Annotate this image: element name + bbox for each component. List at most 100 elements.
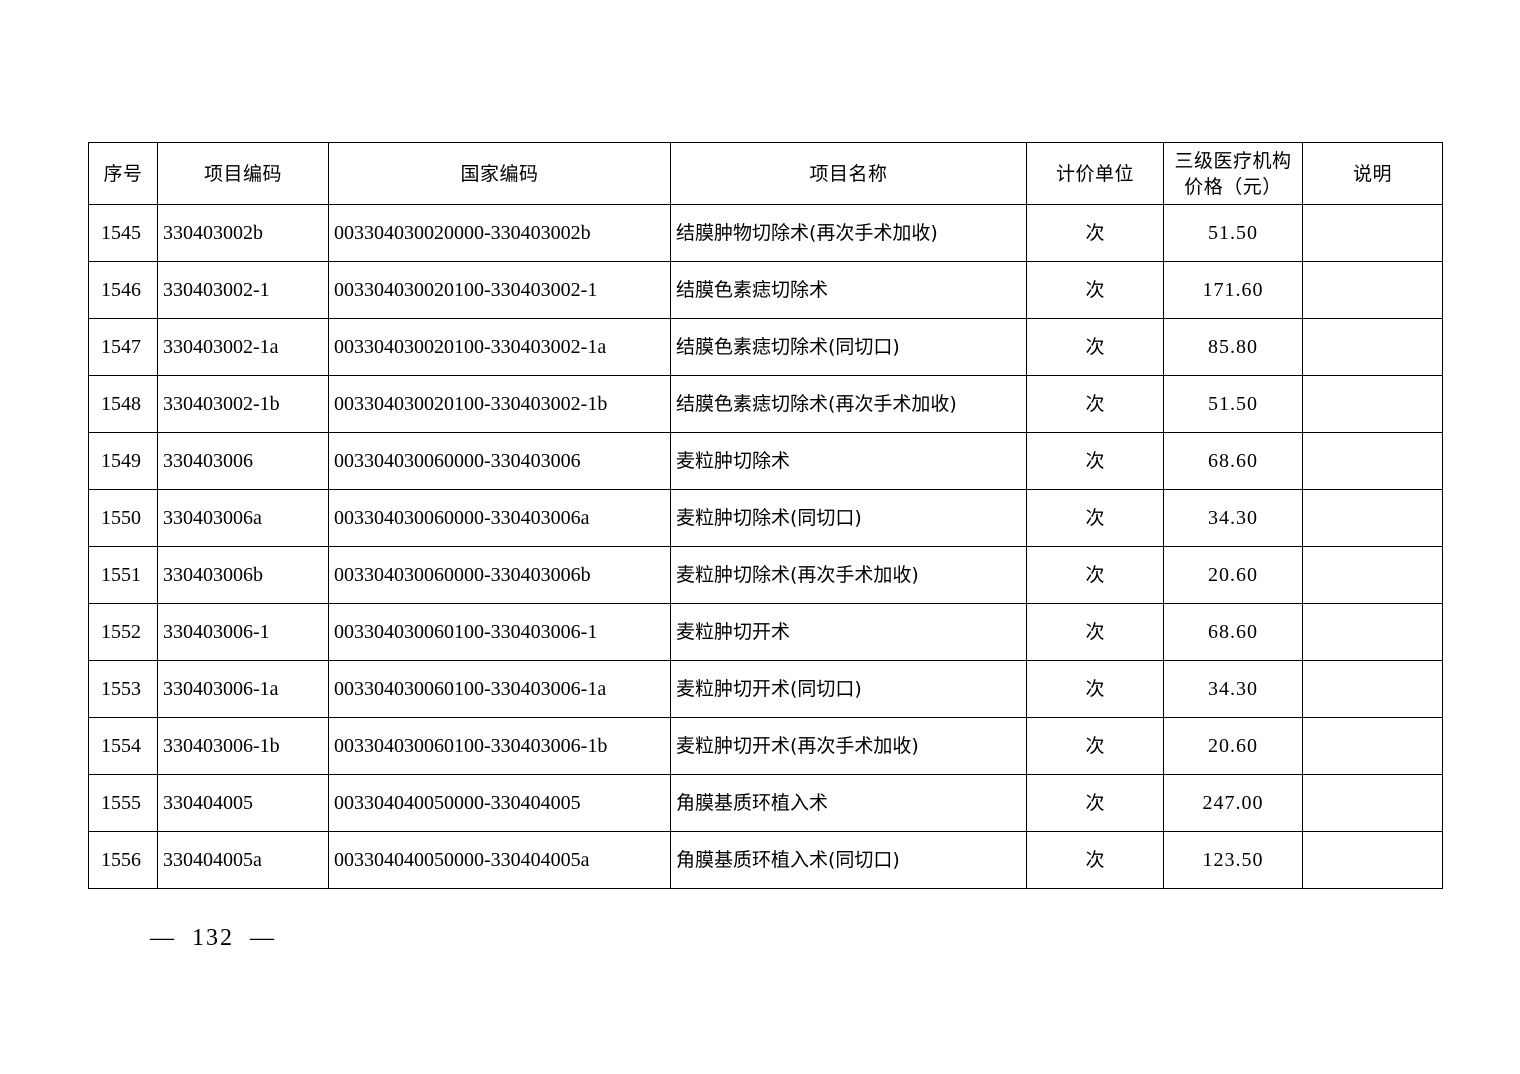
cell-national-code: 003304030060000-330403006a xyxy=(328,489,671,547)
cell-national-code: 003304030060100-330403006-1 xyxy=(328,603,671,661)
cell-note xyxy=(1302,603,1443,661)
cell-seq: 1550 xyxy=(88,489,158,547)
table-row: 1548 330403002-1b 003304030020100-33040300… xyxy=(88,375,1443,433)
cell-national-code: 003304030060100-330403006-1a xyxy=(328,660,671,718)
cell-seq: 1554 xyxy=(88,717,158,775)
column-header-seq: 序号 xyxy=(88,142,158,205)
cell-unit: 次 xyxy=(1026,717,1164,775)
cell-price: 247.00 xyxy=(1163,774,1303,832)
cell-seq: 1551 xyxy=(88,546,158,604)
cell-item-code: 330403002b xyxy=(157,204,329,262)
cell-item-name: 麦粒肿切除术(同切口) xyxy=(670,489,1027,547)
cell-note xyxy=(1302,831,1443,889)
cell-national-code: 003304030020100-330403002-1a xyxy=(328,318,671,376)
cell-item-code: 330403002-1 xyxy=(157,261,329,319)
cell-seq: 1552 xyxy=(88,603,158,661)
column-header-price-line1: 三级医疗机构 xyxy=(1174,149,1292,172)
cell-national-code: 003304040050000-330404005a xyxy=(328,831,671,889)
cell-unit: 次 xyxy=(1026,432,1164,490)
table-row: 1554 330403006-1b 003304030060100-33040300… xyxy=(88,717,1443,775)
cell-seq: 1555 xyxy=(88,774,158,832)
cell-item-name: 麦粒肿切开术 xyxy=(670,603,1027,661)
table-row: 1551 330403006b 003304030060000-330403006b… xyxy=(88,546,1443,604)
column-header-price: 三级医疗机构 价格（元） xyxy=(1163,142,1303,205)
cell-price: 34.30 xyxy=(1163,489,1303,547)
cell-item-name: 麦粒肿切开术(同切口) xyxy=(670,660,1027,718)
cell-item-code: 330403006b xyxy=(157,546,329,604)
cell-national-code: 003304030060100-330403006-1b xyxy=(328,717,671,775)
cell-unit: 次 xyxy=(1026,489,1164,547)
cell-unit: 次 xyxy=(1026,204,1164,262)
cell-item-name: 结膜色素痣切除术(再次手术加收) xyxy=(670,375,1027,433)
cell-price: 20.60 xyxy=(1163,717,1303,775)
cell-national-code: 003304030060000-330403006b xyxy=(328,546,671,604)
cell-item-code: 330403006-1b xyxy=(157,717,329,775)
cell-price: 51.50 xyxy=(1163,375,1303,433)
cell-item-code: 330404005 xyxy=(157,774,329,832)
cell-note xyxy=(1302,546,1443,604)
table-header-row: 序号 项目编码 国家编码 项目名称 计价单位 三级医疗机构 价格（元） 说明 xyxy=(88,142,1443,205)
cell-seq: 1547 xyxy=(88,318,158,376)
table-body: 1545 330403002b 003304030020000-330403002b… xyxy=(88,204,1443,889)
cell-item-code: 330403002-1a xyxy=(157,318,329,376)
cell-national-code: 003304030020100-330403002-1b xyxy=(328,375,671,433)
cell-note xyxy=(1302,774,1443,832)
cell-unit: 次 xyxy=(1026,774,1164,832)
column-header-note: 说明 xyxy=(1302,142,1443,205)
page-number: — 132 — xyxy=(150,925,276,951)
cell-note xyxy=(1302,261,1443,319)
cell-unit: 次 xyxy=(1026,318,1164,376)
cell-seq: 1553 xyxy=(88,660,158,718)
cell-note xyxy=(1302,717,1443,775)
cell-unit: 次 xyxy=(1026,546,1164,604)
cell-price: 171.60 xyxy=(1163,261,1303,319)
table-row: 1555 330404005 003304040050000-330404005 角膜… xyxy=(88,774,1443,832)
cell-note xyxy=(1302,489,1443,547)
cell-note xyxy=(1302,375,1443,433)
table-row: 1552 330403006-1 003304030060100-330403006… xyxy=(88,603,1443,661)
cell-unit: 次 xyxy=(1026,831,1164,889)
cell-item-name: 麦粒肿切除术(再次手术加收) xyxy=(670,546,1027,604)
cell-price: 20.60 xyxy=(1163,546,1303,604)
cell-item-name: 麦粒肿切除术 xyxy=(670,432,1027,490)
cell-seq: 1546 xyxy=(88,261,158,319)
cell-seq: 1545 xyxy=(88,204,158,262)
cell-item-code: 330403006a xyxy=(157,489,329,547)
table-row: 1550 330403006a 003304030060000-330403006a… xyxy=(88,489,1443,547)
cell-national-code: 003304030020000-330403002b xyxy=(328,204,671,262)
cell-national-code: 003304030020100-330403002-1 xyxy=(328,261,671,319)
cell-price: 51.50 xyxy=(1163,204,1303,262)
cell-item-code: 330403006-1a xyxy=(157,660,329,718)
cell-unit: 次 xyxy=(1026,261,1164,319)
cell-item-name: 结膜色素痣切除术 xyxy=(670,261,1027,319)
cell-note xyxy=(1302,660,1443,718)
column-header-item-code: 项目编码 xyxy=(157,142,329,205)
cell-note xyxy=(1302,432,1443,490)
table-row: 1546 330403002-1 003304030020100-330403002… xyxy=(88,261,1443,319)
cell-note xyxy=(1302,318,1443,376)
cell-price: 85.80 xyxy=(1163,318,1303,376)
medical-price-table: 序号 项目编码 国家编码 项目名称 计价单位 三级医疗机构 价格（元） 说明 1… xyxy=(88,142,1443,889)
cell-unit: 次 xyxy=(1026,603,1164,661)
cell-item-name: 角膜基质环植入术 xyxy=(670,774,1027,832)
column-header-item-name: 项目名称 xyxy=(670,142,1027,205)
table-row: 1553 330403006-1a 003304030060100-33040300… xyxy=(88,660,1443,718)
cell-national-code: 003304030060000-330403006 xyxy=(328,432,671,490)
cell-national-code: 003304040050000-330404005 xyxy=(328,774,671,832)
column-header-unit: 计价单位 xyxy=(1026,142,1164,205)
cell-item-name: 结膜色素痣切除术(同切口) xyxy=(670,318,1027,376)
cell-item-code: 330403002-1b xyxy=(157,375,329,433)
cell-item-name: 结膜肿物切除术(再次手术加收) xyxy=(670,204,1027,262)
table-row: 1545 330403002b 003304030020000-330403002b… xyxy=(88,204,1443,262)
table-header: 序号 项目编码 国家编码 项目名称 计价单位 三级医疗机构 价格（元） 说明 xyxy=(88,142,1443,205)
cell-price: 68.60 xyxy=(1163,603,1303,661)
cell-item-code: 330403006-1 xyxy=(157,603,329,661)
cell-seq: 1556 xyxy=(88,831,158,889)
table-row: 1549 330403006 003304030060000-330403006 麦粒… xyxy=(88,432,1443,490)
column-header-national-code: 国家编码 xyxy=(328,142,671,205)
cell-price: 123.50 xyxy=(1163,831,1303,889)
cell-item-code: 330404005a xyxy=(157,831,329,889)
cell-note xyxy=(1302,204,1443,262)
cell-item-name: 角膜基质环植入术(同切口) xyxy=(670,831,1027,889)
